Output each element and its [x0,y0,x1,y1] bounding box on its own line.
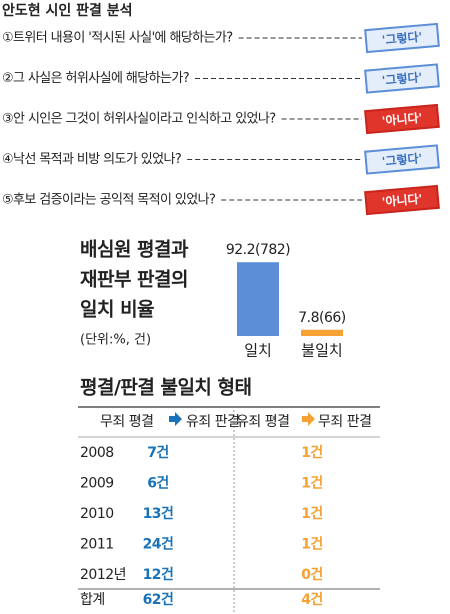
chart-title: 배심원 평결과 [80,239,189,261]
question: ④낙선 목적과 비방 의도가 있었나? [2,152,181,167]
chart-title: 재판부 판결의 [80,269,188,291]
stamp: '아니다' [364,184,440,216]
table-title: 평결/판결 불일치 형태 [80,377,252,399]
stamp-text: '아니다' [381,191,423,209]
cell: 1건 [301,505,323,522]
stamp-box [364,63,440,94]
header-cell: 무죄 판결 [318,414,371,430]
row-label: 2011 [80,537,114,553]
value-label: 7.8(66) [298,310,346,326]
bar [237,262,279,336]
cell: 7건 [147,444,169,461]
stamp-box [364,184,440,216]
row-label: 2012년 [80,567,126,583]
cell: 12건 [143,566,174,583]
row-label: 합계 [80,592,105,608]
category-label: 불일치 [301,342,342,360]
value-label: 92.2(782) [226,242,290,258]
stamp-box [364,144,440,175]
row-label: 2009 [80,476,114,492]
stamp: '그렇다' [364,22,440,54]
questions: ①트위터 내용이 '적시된 사실'에 해당하는가? '그렇다' ②그 사실은 허위사… [2,22,440,216]
cell: 6건 [147,475,169,492]
stamp: '그렇다' [364,63,440,94]
cell: 1건 [301,536,323,553]
question: ②그 사실은 허위사실에 해당하는가? [2,71,189,86]
header-cell: 유죄 판결 [186,414,239,430]
cell: 1건 [301,444,323,461]
chart-title: 일치 비율 [80,299,154,321]
cell: 24건 [143,536,174,553]
bar [301,329,343,336]
cell: 4건 [301,591,323,608]
question: ③안 시인은 그것이 허위사실이라고 인식하고 있었나? [2,112,276,127]
title: 안도현 시인 판결 분석 [2,2,133,19]
stamp-text: '그렇다' [381,29,423,47]
arrow-icon [169,412,182,426]
header-cell: 유죄 평결 [236,414,289,430]
chart-subtitle: (단위:%, 건) [80,333,151,348]
row-label: 2010 [80,506,114,522]
stamp: '그렇다' [364,144,440,175]
question: ⑤후보 검증이라는 공익적 목적이 있었나? [2,193,215,208]
arrow-icon [302,412,315,426]
stamp-text: '아니다' [381,110,423,128]
category-label: 일치 [244,342,272,360]
stamp-box [364,22,440,54]
cell: 1건 [301,475,323,492]
header-cell: 무죄 평결 [100,414,153,430]
row-label: 2008 [80,445,114,461]
stamp-box [364,103,440,135]
stamp: '아니다' [364,103,440,135]
cell: 62건 [143,591,174,608]
cell: 13건 [143,505,174,522]
cell: 0건 [301,566,323,583]
stamp-text: '그렇다' [381,69,423,87]
question: ①트위터 내용이 '적시된 사실'에 해당하는가? [2,31,233,46]
stamp-text: '그렇다' [381,150,423,168]
